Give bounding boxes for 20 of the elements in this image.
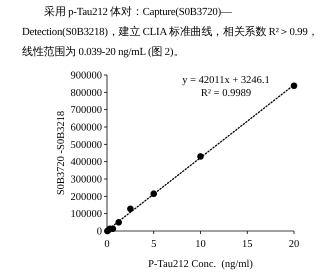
annotation: R² = 0.9989 <box>200 88 252 99</box>
y-tick-label: 0 <box>96 226 102 238</box>
y-tick-label: 800000 <box>70 88 102 99</box>
x-tick-label: 20 <box>288 239 300 250</box>
y-tick-label: 300000 <box>70 174 102 186</box>
y-tick-label: 100000 <box>70 209 102 220</box>
x-tick-label: 15 <box>242 239 252 250</box>
x-tick-label: 10 <box>195 239 206 250</box>
x-axis-title: P-Tau212 Conc. (ng/ml) <box>148 259 254 270</box>
y-tick-label: 700000 <box>70 105 102 116</box>
y-tick-label: 900000 <box>70 70 102 82</box>
y-tick-label: 400000 <box>70 157 102 168</box>
x-tick-label: 0 <box>104 239 110 250</box>
y-axis-title: S0B3720 -S0B3218 <box>56 110 67 196</box>
x-tick-label: 5 <box>151 239 156 250</box>
annotation: y = 42011x + 3246.1 <box>182 75 270 86</box>
y-tick-label: 500000 <box>70 140 102 151</box>
y-tick-label: 200000 <box>70 192 102 203</box>
y-tick-label: 600000 <box>70 122 102 134</box>
text: 采用 p-Tau212 体对：Capture(S0B3720)—Detection(S0B3218)，建立 CLIA 标准曲线，相关系数 R²＞0.99，线性范围为 0.039-20 ng/mL (图 2)。 <box>22 5 320 60</box>
